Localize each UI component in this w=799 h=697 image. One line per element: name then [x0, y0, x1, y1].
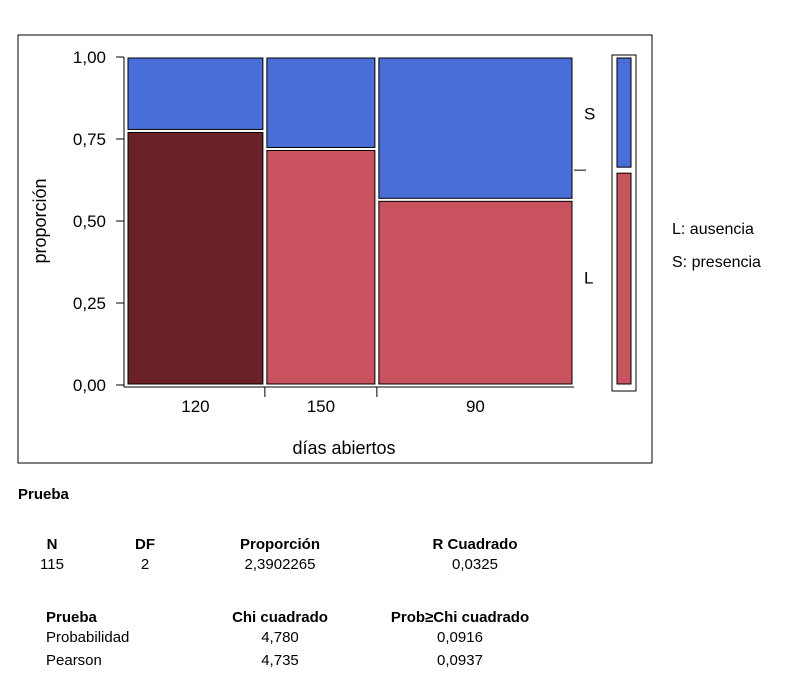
- test-section-title: Prueba: [18, 486, 69, 503]
- summary-header-r-cuadrado: R Cuadrado: [432, 536, 518, 553]
- legend-item-s: S: presencia: [672, 254, 761, 271]
- legend-item-l: L: ausencia: [672, 221, 754, 238]
- table-header-chi: Chi cuadrado: [232, 609, 328, 626]
- table-header-prob: Prob≥Chi cuadrado: [390, 609, 530, 626]
- table-row-prob: 0,0937: [437, 652, 483, 669]
- chart-frame: [17, 34, 653, 464]
- table-row-name: Probabilidad: [46, 629, 130, 646]
- summary-value-n: 115: [40, 556, 64, 573]
- summary-header-proporcion: Proporción: [239, 536, 320, 553]
- summary-value-df: 2: [140, 556, 150, 573]
- mosaic-chart: 0,00 0,25 0,50 0,75 1,00 120 150 90 S L días abie…: [17, 34, 653, 464]
- y-tick-label: 0,25: [73, 294, 106, 313]
- y-axis-title: proporción: [30, 178, 50, 263]
- table-row-name: Pearson: [46, 652, 102, 669]
- mosaic-cell-l: [378, 200, 573, 385]
- marginal-bar-frame: [611, 54, 637, 392]
- mosaic-cell-s: [378, 57, 573, 199]
- mosaic-cell-s: [266, 57, 376, 148]
- table-row-chi: 4,735: [261, 652, 299, 669]
- mosaic-cell-s: [127, 57, 264, 130]
- marginal-bar-l: [616, 172, 632, 385]
- y-tick-label: 0,50: [73, 212, 106, 231]
- summary-value-proporcion: 2,3902265: [244, 556, 316, 573]
- x-axis-title: días abiertos: [292, 438, 395, 458]
- y-tick-label: 0,00: [73, 376, 106, 395]
- summary-value-r-cuadrado: 0,0325: [452, 556, 498, 573]
- level-label-s: S: [584, 105, 595, 124]
- level-label-l: L: [584, 269, 593, 288]
- marginal-bar-s: [616, 57, 632, 168]
- x-tick-label: 150: [307, 397, 335, 416]
- mosaic-cell-l: [266, 149, 376, 385]
- y-tick-label: 1,00: [73, 48, 106, 67]
- mosaic-cell-l: [127, 131, 264, 385]
- x-tick-label: 90: [466, 397, 485, 416]
- y-tick-label: 0,75: [73, 130, 106, 149]
- summary-header-n: N: [46, 536, 58, 553]
- table-row-prob: 0,0916: [437, 629, 483, 646]
- table-row-chi: 4,780: [261, 629, 299, 646]
- table-header-prueba: Prueba: [46, 609, 97, 626]
- summary-header-df: DF: [135, 536, 155, 553]
- x-tick-label: 120: [181, 397, 209, 416]
